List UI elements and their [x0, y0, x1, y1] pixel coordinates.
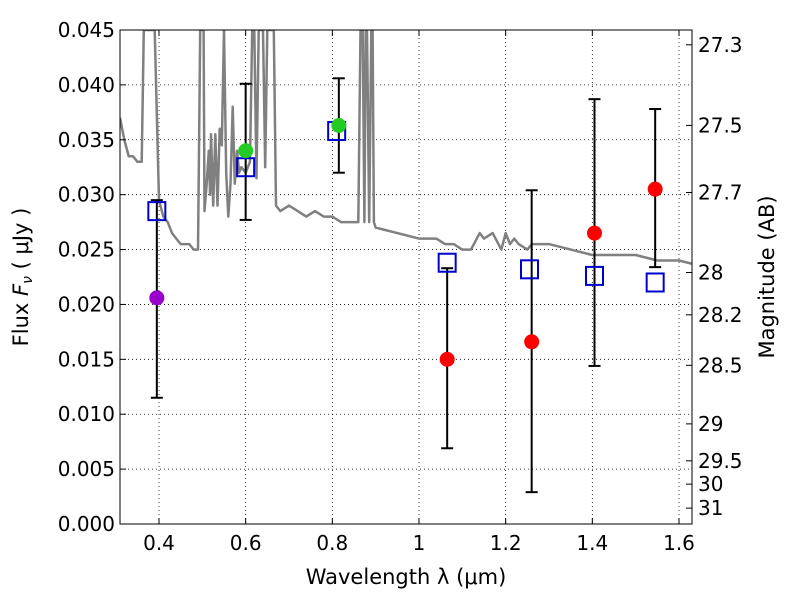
- observed-point: [149, 290, 165, 306]
- y2-tick-label: 29: [698, 412, 723, 436]
- y-tick-label: 0.015: [58, 347, 115, 371]
- model-square: [645, 272, 665, 293]
- model-square: [147, 201, 167, 222]
- x-tick-label: 0.8: [316, 531, 348, 555]
- observed-point: [331, 118, 347, 134]
- y2-tick-label: 28.2: [698, 303, 743, 327]
- y2-tick-label: 31: [698, 496, 723, 520]
- sed-curve-layer: [120, 30, 692, 266]
- x-tick-label: 1.6: [663, 531, 695, 555]
- observed-point: [238, 143, 254, 159]
- y-tick-label: 0.040: [58, 73, 115, 97]
- error-bar-layer: [150, 77, 662, 494]
- x-axis-title: Wavelength λ (μm): [306, 565, 507, 589]
- observed-point-layer: [149, 118, 663, 367]
- y-tick-label: 0.030: [58, 183, 115, 207]
- y2-tick-label: 27.5: [698, 113, 743, 137]
- y2-tick-label: 27.7: [698, 180, 743, 204]
- axes: 0.4 0.6 0.8 1 1.2 1.4 1.6 0.000 0.005 0.010 0.015 0…: [58, 18, 743, 555]
- plot-frame: [119, 29, 693, 525]
- x-tick-label: 0.4: [143, 531, 175, 555]
- y-axis-title-symbol: F: [9, 283, 33, 296]
- observed-point: [524, 334, 540, 350]
- model-square: [520, 259, 539, 280]
- y-axis-title-suffix: ( μJy ): [9, 208, 33, 276]
- y-tick-label: 0.025: [58, 238, 115, 262]
- observed-point: [647, 181, 663, 197]
- y-tick-label: 0.045: [58, 18, 115, 42]
- y-axis-title-prefix: Flux: [9, 296, 33, 346]
- y-tick-label: 0.000: [58, 512, 115, 536]
- y-tick-label: 0.035: [58, 128, 115, 152]
- x-tick-label: 1: [413, 531, 426, 555]
- y2-tick-label: 28.5: [698, 353, 743, 377]
- y-tick-label: 0.005: [58, 457, 115, 481]
- y-axis-title-subscript: ν: [20, 276, 36, 284]
- y-tick-label: 0.020: [58, 292, 115, 316]
- x-tick-label: 0.6: [230, 531, 262, 555]
- y2-tick-label: 28: [698, 261, 723, 285]
- y-tick-label: 0.010: [58, 402, 115, 426]
- grid: [120, 29, 692, 525]
- y2-axis-title: Magnitude (AB): [755, 195, 779, 358]
- y-axis-title: Flux Fν ( μJy ): [9, 208, 36, 347]
- model-square: [585, 265, 604, 286]
- sed-line: [120, 30, 692, 266]
- observed-point: [587, 225, 602, 241]
- x-tick-label: 1.4: [576, 531, 608, 555]
- observed-point: [439, 351, 455, 367]
- x-tick-label: 1.2: [490, 531, 522, 555]
- model-square: [437, 252, 457, 273]
- y2-tick-label: 29.5: [698, 449, 743, 473]
- y2-tick-label: 30: [698, 472, 723, 496]
- y2-tick-label: 27.3: [698, 33, 743, 57]
